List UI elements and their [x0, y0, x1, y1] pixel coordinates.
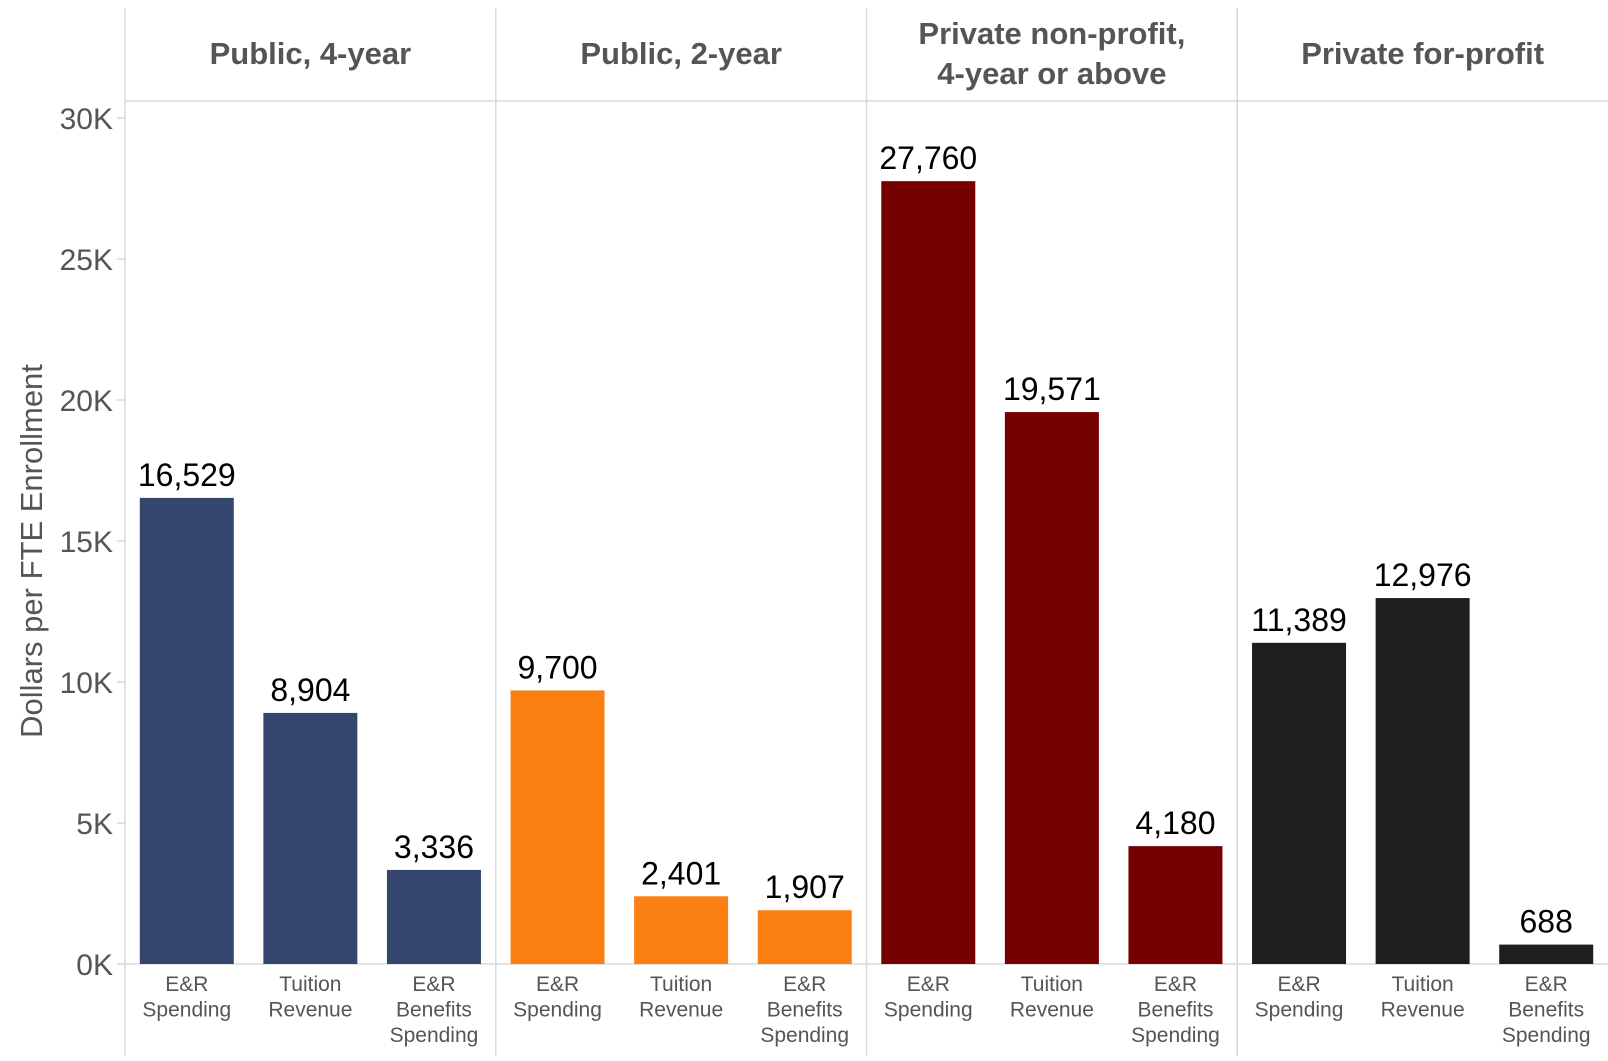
y-tick-label: 30K	[60, 103, 113, 136]
bar	[1252, 642, 1347, 964]
y-tick-label: 5K	[76, 808, 113, 841]
bar	[1375, 598, 1470, 964]
category-label: E&R Spending	[884, 973, 973, 1022]
data-label: 19,571	[1003, 371, 1101, 407]
category-label: E&R Spending	[1255, 973, 1344, 1022]
category-label: E&R Benefits Spending	[760, 973, 849, 1047]
panel-title: Public, 2-year	[580, 36, 782, 71]
data-label: 4,180	[1135, 805, 1215, 841]
data-label: 16,529	[138, 457, 236, 493]
bar	[1004, 412, 1099, 965]
data-label: 1,907	[765, 869, 845, 905]
data-label: 11,389	[1251, 602, 1347, 638]
category-label: Tuition Revenue	[1381, 973, 1465, 1022]
data-label: 12,976	[1374, 557, 1472, 593]
data-label: 9,700	[518, 649, 598, 685]
panel-title: Private for-profit	[1301, 36, 1544, 71]
data-label: 8,904	[270, 672, 350, 708]
category-label: E&R Benefits Spending	[390, 973, 479, 1047]
bar	[757, 910, 852, 964]
y-tick-label: 0K	[76, 949, 113, 982]
category-label: Tuition Revenue	[1010, 973, 1094, 1022]
y-axis-title: Dollars per FTE Enrollment	[14, 364, 49, 738]
data-label: 2,401	[641, 855, 721, 891]
y-tick-label: 25K	[60, 244, 113, 277]
data-label: 27,760	[879, 140, 977, 176]
category-label: E&R Benefits Spending	[1131, 973, 1220, 1047]
category-label: Tuition Revenue	[639, 973, 723, 1022]
data-label: 3,336	[394, 829, 474, 865]
bar	[1128, 846, 1223, 964]
y-tick-label: 10K	[60, 667, 113, 700]
category-label: Tuition Revenue	[268, 973, 352, 1022]
category-label: E&R Spending	[142, 973, 231, 1022]
category-label: E&R Spending	[513, 973, 602, 1022]
bar	[139, 497, 234, 964]
bar	[1499, 944, 1594, 964]
category-label: E&R Benefits Spending	[1502, 973, 1591, 1047]
y-tick-label: 15K	[60, 526, 113, 559]
bar	[634, 896, 729, 964]
bar	[881, 181, 976, 965]
y-tick-label: 20K	[60, 385, 113, 418]
bar	[386, 869, 481, 964]
bar	[510, 690, 605, 964]
panel-title: Private non-profit, 4-year or above	[918, 16, 1185, 91]
panel-title: Public, 4-year	[210, 36, 412, 71]
bar	[263, 712, 358, 964]
data-label: 688	[1520, 904, 1573, 940]
